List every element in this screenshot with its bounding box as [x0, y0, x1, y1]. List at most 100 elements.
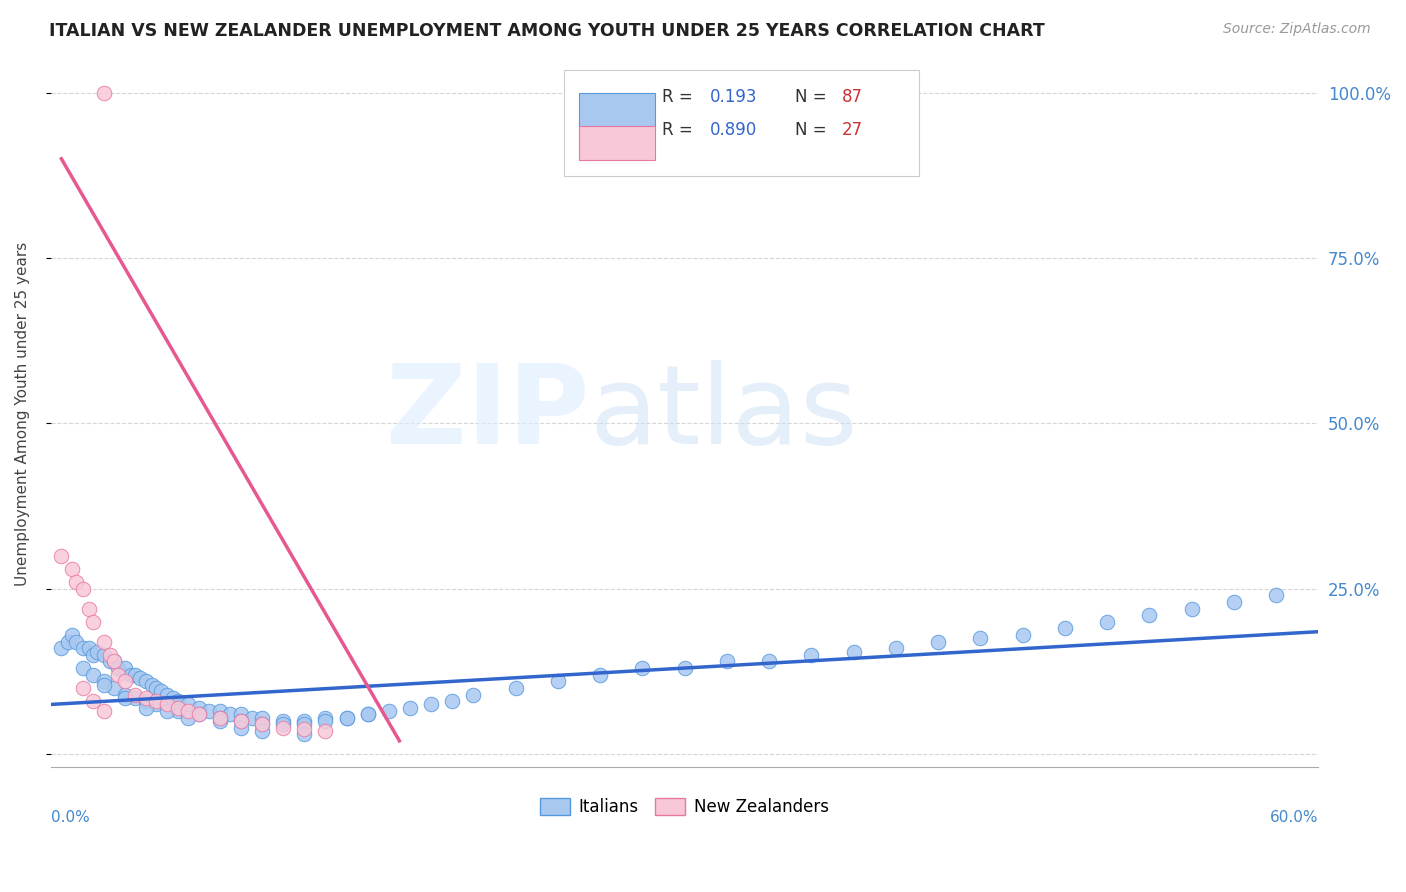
Point: [166, 694, 188, 708]
Point: [357, 707, 380, 722]
Point: [156, 698, 179, 712]
Point: [547, 674, 569, 689]
Point: [135, 700, 157, 714]
Point: [927, 634, 949, 648]
Point: [1053, 621, 1076, 635]
Point: [72, 661, 94, 675]
Point: [1180, 601, 1202, 615]
Point: [65, 634, 87, 648]
Text: ZIP: ZIP: [387, 360, 589, 467]
Point: [208, 714, 231, 728]
Point: [631, 661, 654, 675]
Point: [378, 704, 401, 718]
Point: [82, 694, 104, 708]
Point: [463, 688, 485, 702]
Point: [72, 582, 94, 596]
Point: [72, 681, 94, 695]
Point: [135, 690, 157, 705]
Point: [98, 655, 121, 669]
Point: [135, 674, 157, 689]
Point: [124, 690, 146, 705]
Point: [107, 667, 129, 681]
Point: [120, 667, 142, 681]
Point: [177, 704, 200, 718]
Point: [208, 704, 231, 718]
Point: [114, 661, 136, 675]
Point: [969, 632, 991, 646]
Point: [156, 688, 179, 702]
Point: [219, 707, 242, 722]
Point: [187, 700, 209, 714]
Point: [93, 677, 115, 691]
Point: [314, 711, 336, 725]
Point: [208, 711, 231, 725]
Point: [292, 714, 315, 728]
Point: [292, 722, 315, 736]
Point: [292, 717, 315, 731]
Point: [716, 655, 738, 669]
Point: [51, 549, 73, 563]
Point: [56, 634, 79, 648]
FancyBboxPatch shape: [579, 93, 655, 127]
Point: [314, 714, 336, 728]
Point: [93, 704, 115, 718]
Point: [271, 714, 294, 728]
Point: [250, 717, 273, 731]
Point: [250, 717, 273, 731]
Point: [673, 661, 696, 675]
Point: [114, 690, 136, 705]
Point: [229, 721, 252, 735]
Point: [103, 681, 125, 695]
Point: [65, 575, 87, 590]
Point: [589, 667, 612, 681]
Legend: Italians, New Zealanders: Italians, New Zealanders: [534, 791, 835, 822]
Point: [1137, 608, 1160, 623]
Point: [166, 700, 188, 714]
Point: [60, 628, 83, 642]
Point: [1011, 628, 1033, 642]
Point: [800, 648, 823, 662]
Text: N =: N =: [794, 88, 832, 106]
Point: [1095, 615, 1118, 629]
Text: R =: R =: [662, 121, 697, 139]
Point: [166, 704, 188, 718]
Point: [187, 707, 209, 722]
Point: [229, 714, 252, 728]
Point: [103, 655, 125, 669]
Point: [124, 688, 146, 702]
Point: [82, 615, 104, 629]
Point: [842, 644, 865, 658]
Point: [399, 700, 422, 714]
Point: [93, 634, 115, 648]
Text: 87: 87: [842, 88, 863, 106]
Point: [124, 667, 146, 681]
Text: N =: N =: [794, 121, 832, 139]
Point: [51, 641, 73, 656]
Point: [198, 704, 221, 718]
Point: [82, 667, 104, 681]
Point: [141, 677, 163, 691]
Text: R =: R =: [662, 88, 697, 106]
Text: ITALIAN VS NEW ZEALANDER UNEMPLOYMENT AMONG YOUTH UNDER 25 YEARS CORRELATION CHA: ITALIAN VS NEW ZEALANDER UNEMPLOYMENT AM…: [49, 22, 1045, 40]
Point: [77, 601, 100, 615]
Point: [250, 723, 273, 738]
Point: [93, 86, 115, 100]
Point: [114, 674, 136, 689]
Text: 60.0%: 60.0%: [1270, 810, 1319, 825]
Y-axis label: Unemployment Among Youth under 25 years: Unemployment Among Youth under 25 years: [15, 242, 30, 585]
Point: [145, 694, 167, 708]
Point: [441, 694, 464, 708]
Text: atlas: atlas: [589, 360, 858, 467]
Point: [240, 711, 263, 725]
Point: [60, 562, 83, 576]
Point: [177, 711, 200, 725]
Text: 0.890: 0.890: [710, 121, 758, 139]
FancyBboxPatch shape: [579, 126, 655, 160]
Point: [93, 674, 115, 689]
Point: [93, 648, 115, 662]
Point: [758, 655, 780, 669]
Point: [229, 707, 252, 722]
Point: [250, 711, 273, 725]
Point: [145, 681, 167, 695]
Point: [156, 704, 179, 718]
